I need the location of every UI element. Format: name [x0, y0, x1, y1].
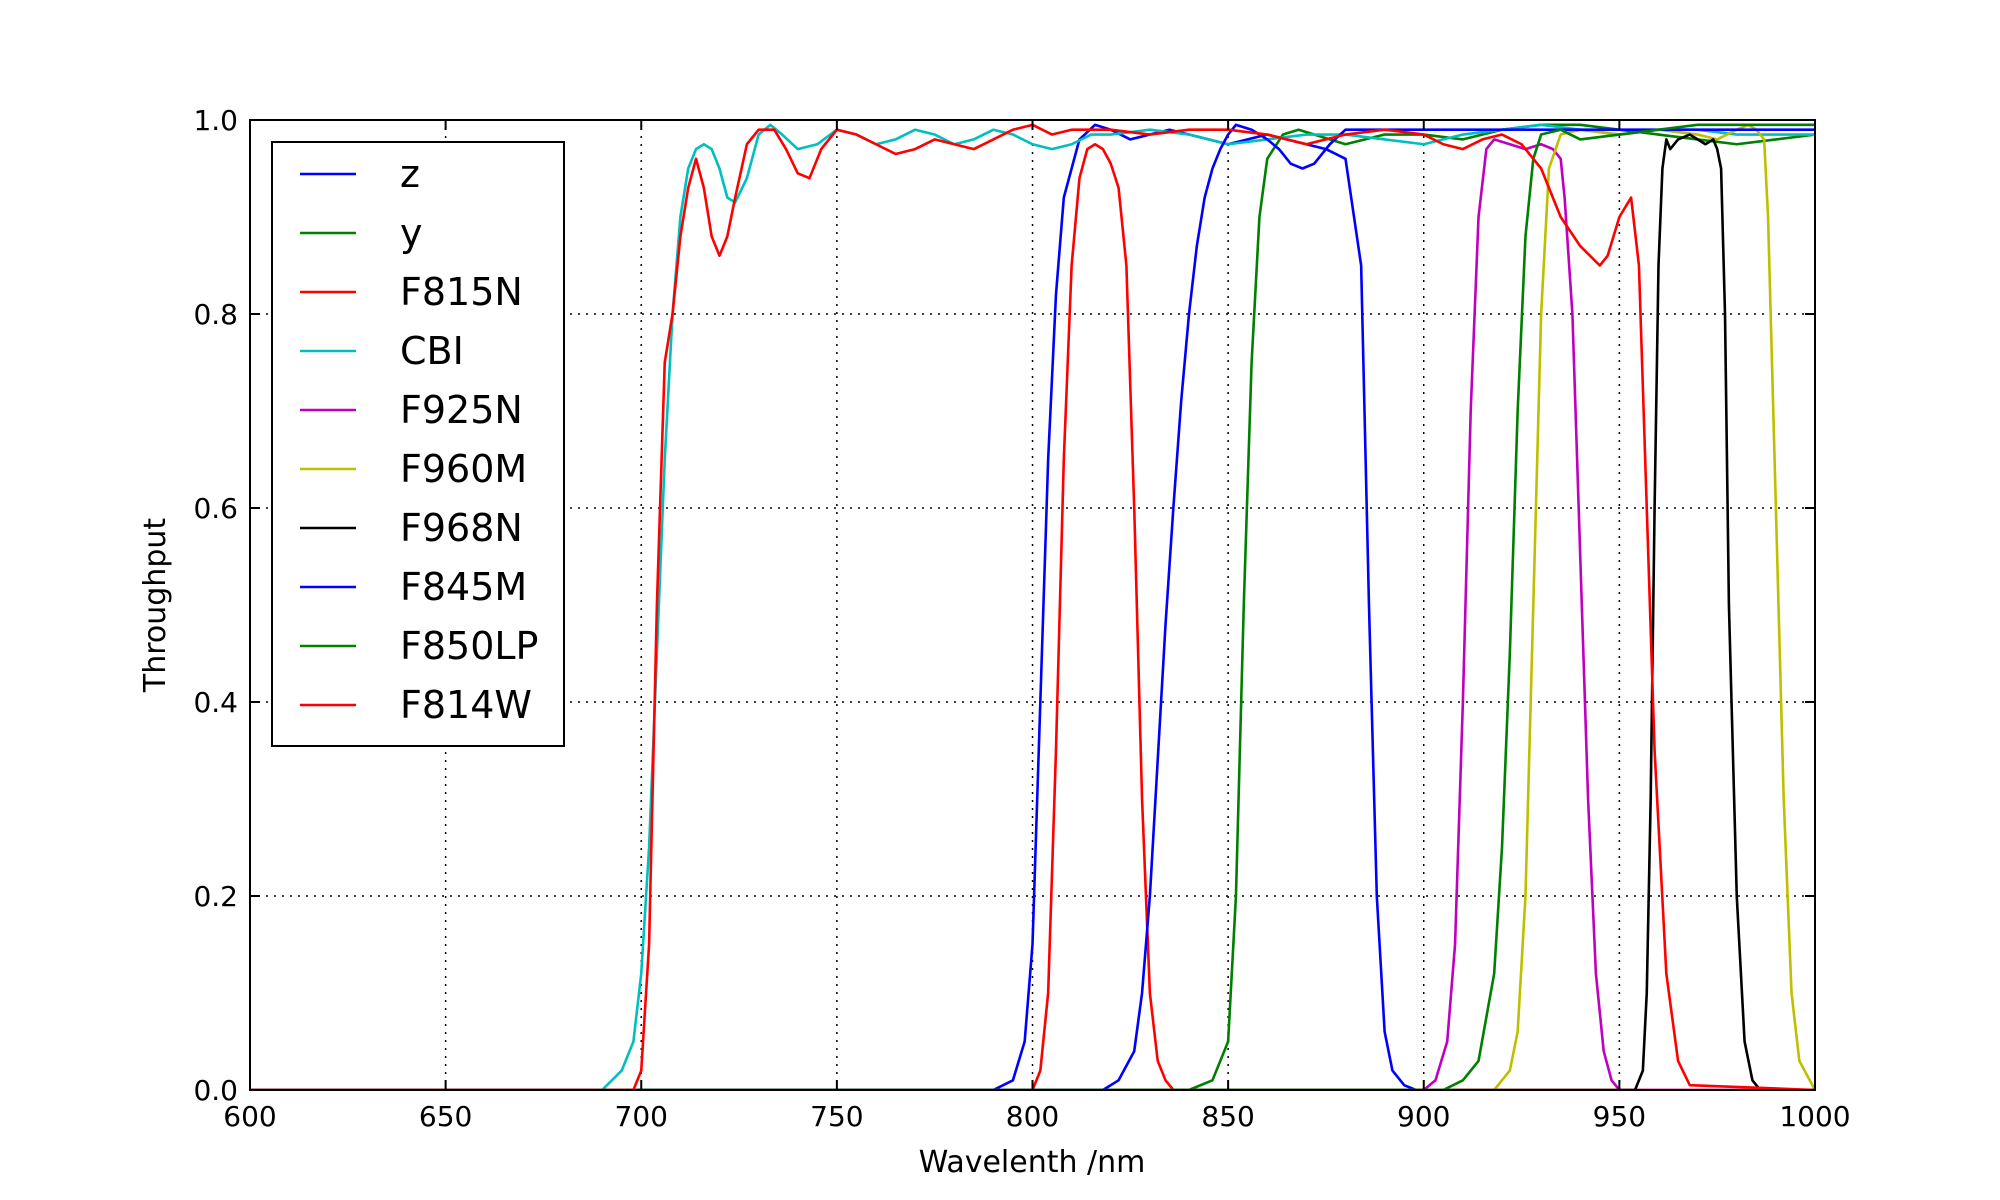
y-tick-label: 0.8 — [193, 298, 238, 331]
y-axis-title: Throughput — [138, 518, 173, 693]
legend-label-z: z — [400, 152, 420, 196]
x-tick-label: 700 — [615, 1100, 668, 1133]
x-tick-label: 650 — [419, 1100, 472, 1133]
x-tick-label: 850 — [1201, 1100, 1254, 1133]
x-tick-label: 800 — [1006, 1100, 1059, 1133]
legend-label-f814w: F814W — [400, 683, 532, 727]
series-line-f814w — [250, 123, 1815, 1090]
legend-label-f850lp: F850LP — [400, 624, 538, 668]
legend-label-f925n: F925N — [400, 388, 523, 432]
y-tick-label: 0.2 — [193, 880, 238, 913]
x-tick-labels: 600 650 700 750 800 850 900 950 1000 — [223, 1100, 1850, 1133]
series-line-f815n — [250, 142, 1815, 1090]
x-axis-title: Wavelenth /nm — [919, 1145, 1146, 1180]
x-tick-label: 950 — [1593, 1100, 1646, 1133]
legend-label-f815n: F815N — [400, 270, 523, 314]
legend: zy F815N CBI F925N F960M F968N F845M F850LP F814… — [271, 141, 565, 747]
legend-label-f845m: F845M — [400, 565, 527, 609]
y-tick-label: 0.6 — [193, 492, 238, 525]
legend-label-y: y — [400, 211, 423, 255]
series-layer — [250, 123, 1815, 1090]
y-tick-label: 0.4 — [193, 686, 238, 719]
legend-label-cbi: CBI — [400, 329, 464, 373]
legend-label-f960m: F960M — [400, 447, 527, 491]
series-line-f925n — [250, 138, 1815, 1090]
y-tick-labels: 0.0 0.2 0.4 0.6 0.8 1.0 — [193, 104, 238, 1107]
series-line-cbi — [250, 123, 1815, 1090]
series-line-f968n — [250, 133, 1815, 1090]
x-tick-label: 600 — [223, 1100, 276, 1133]
y-tick-label: 1.0 — [193, 104, 238, 137]
ticks — [249, 119, 1816, 1091]
series-line-y — [250, 123, 1815, 1090]
x-tick-label: 750 — [810, 1100, 863, 1133]
series-line-f845m — [250, 123, 1815, 1090]
x-tick-label: 1000 — [1779, 1100, 1850, 1133]
x-tick-label: 900 — [1397, 1100, 1450, 1133]
legend-entries: zy F815N CBI F925N F960M F968N F845M F850LP F814… — [300, 152, 538, 727]
legend-label-f968n: F968N — [400, 506, 523, 550]
y-tick-label: 0.0 — [193, 1074, 238, 1107]
series-line-f960m — [250, 123, 1815, 1090]
